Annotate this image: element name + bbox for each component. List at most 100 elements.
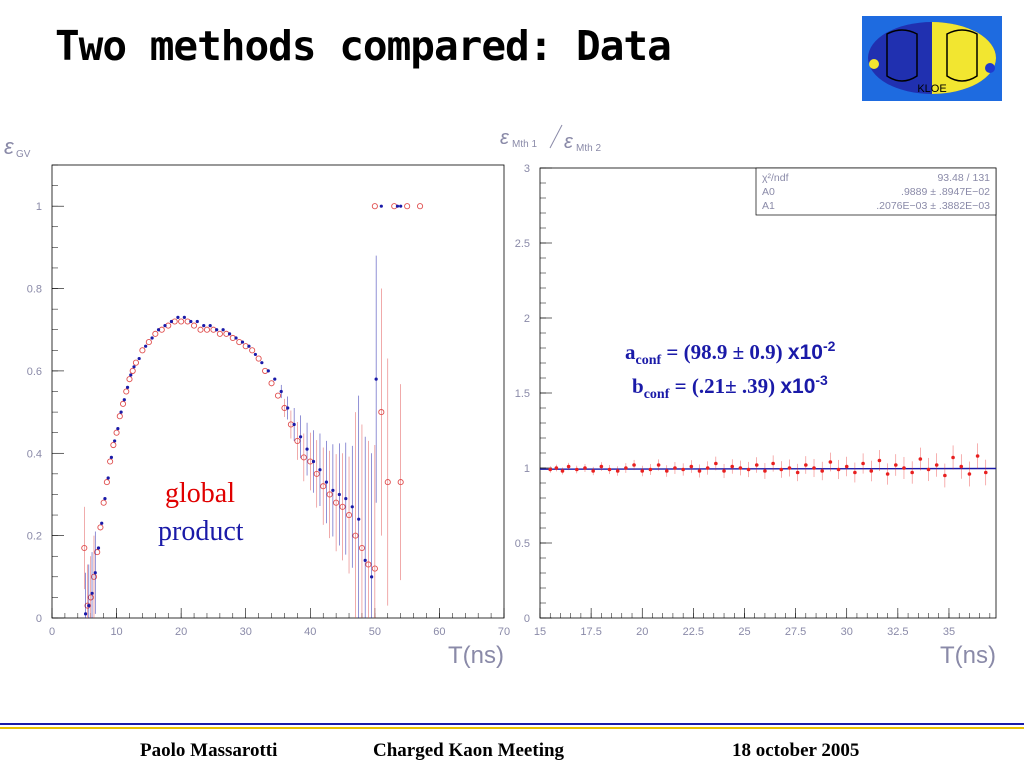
x-tick-label: 0 [49,626,55,638]
plot-frame [51,164,505,619]
fit-box-frame [755,167,997,216]
data-point [697,469,702,473]
fit-b-mult: x10 [780,375,816,398]
fit-box-key: χ²/ndf [762,172,789,184]
data-point [311,459,316,464]
x-tick-label: 35 [943,626,955,638]
data-point [202,324,206,328]
fit-line [539,467,997,470]
y-tick-label: 0 [36,613,42,625]
data-point [738,466,743,470]
data-point [664,469,669,473]
data-point [861,461,865,466]
data-point [109,455,114,459]
data-point [399,204,403,208]
data-point [113,439,117,443]
data-point [607,467,612,472]
data-point [87,594,94,601]
data-point [240,340,245,344]
data-point [566,464,571,469]
y-tick-label: 1 [36,201,42,213]
x-tick-label: 70 [498,626,510,638]
fit-box-key: A1 [762,200,775,212]
data-point [640,469,645,473]
fit-stat-box: χ²/ndf 93.48 / 131 A0 .9889 ± .8947E−02 A1 .2… [755,167,997,216]
data-point [203,326,211,333]
data-point [215,328,219,332]
data-point [320,483,327,490]
data-point [624,466,628,470]
data-point [178,318,185,325]
data-point [94,549,101,556]
x-tick-label: 40 [304,626,316,638]
data-point [554,466,559,470]
data-point [787,466,792,470]
data-point [313,470,320,477]
data-point [255,355,262,362]
data-point [344,496,348,501]
data-point [326,491,333,498]
footer-rule-yellow [0,727,1024,729]
data-point [599,464,604,469]
fit-box-value: .2076E−03 ± .3882E−03 [876,200,990,212]
data-point [266,369,270,373]
data-point [247,344,251,348]
y-tick-label: 0.6 [27,366,42,378]
data-point [397,479,404,486]
data-point [137,356,141,361]
data-point [352,532,359,539]
data-point [100,521,104,525]
fit-b-exp: -3 [815,372,828,388]
x-tick-label: 22.5 [683,626,704,638]
data-point [96,546,101,550]
data-point [221,328,225,332]
data-point [234,336,238,340]
data-point [227,332,232,336]
fit-b-label: b [632,374,644,398]
y-axis-label-sub: GV [16,149,31,160]
data-point [910,470,914,475]
data-point [294,437,301,444]
data-point [129,373,133,377]
data-point [333,499,340,506]
data-point [300,454,307,461]
data-point [152,330,159,337]
y-axis-label: ε [500,127,510,149]
y-tick-label: 1 [524,463,530,475]
data-point [163,324,167,328]
data-point [689,464,694,469]
x-tick-label: 27.5 [785,626,806,638]
data-point [116,413,123,420]
annotation-global: global [165,478,235,509]
data-point [943,473,947,478]
data-point [286,406,290,410]
y-tick-label: 2.5 [515,238,530,250]
data-point [119,410,123,414]
data-point [90,591,94,595]
data-point [370,575,374,579]
data-point [918,457,923,461]
data-point [371,565,378,572]
data-point [274,392,282,399]
data-point [113,429,120,436]
data-point [885,472,890,476]
data-point [331,488,335,492]
data-point [125,385,130,389]
fit-a-mult: x10 [787,341,823,364]
data-point [126,376,133,383]
right-chart: 15 17.5 20 22.5 25 27.5 30 32.5 3500.511.522.53T… [500,124,997,669]
data-point [122,398,126,402]
data-point [820,469,824,473]
kloe-logo: KLOE [862,16,1002,101]
data-point [195,319,199,324]
data-point [363,558,367,562]
x-tick-label: 20 [175,626,187,638]
data-point [828,460,833,464]
series-ratio [548,443,988,488]
data-point [169,319,174,324]
footer-rule-blue [0,723,1024,725]
data-point [249,347,256,354]
data-point [83,612,88,616]
x-tick-label: 50 [369,626,381,638]
left-chart: 0 10 20 30 40 50 60 70 0 0.2 0.4 0.6 0.8 1 T(ns) ε GV [4,134,510,669]
